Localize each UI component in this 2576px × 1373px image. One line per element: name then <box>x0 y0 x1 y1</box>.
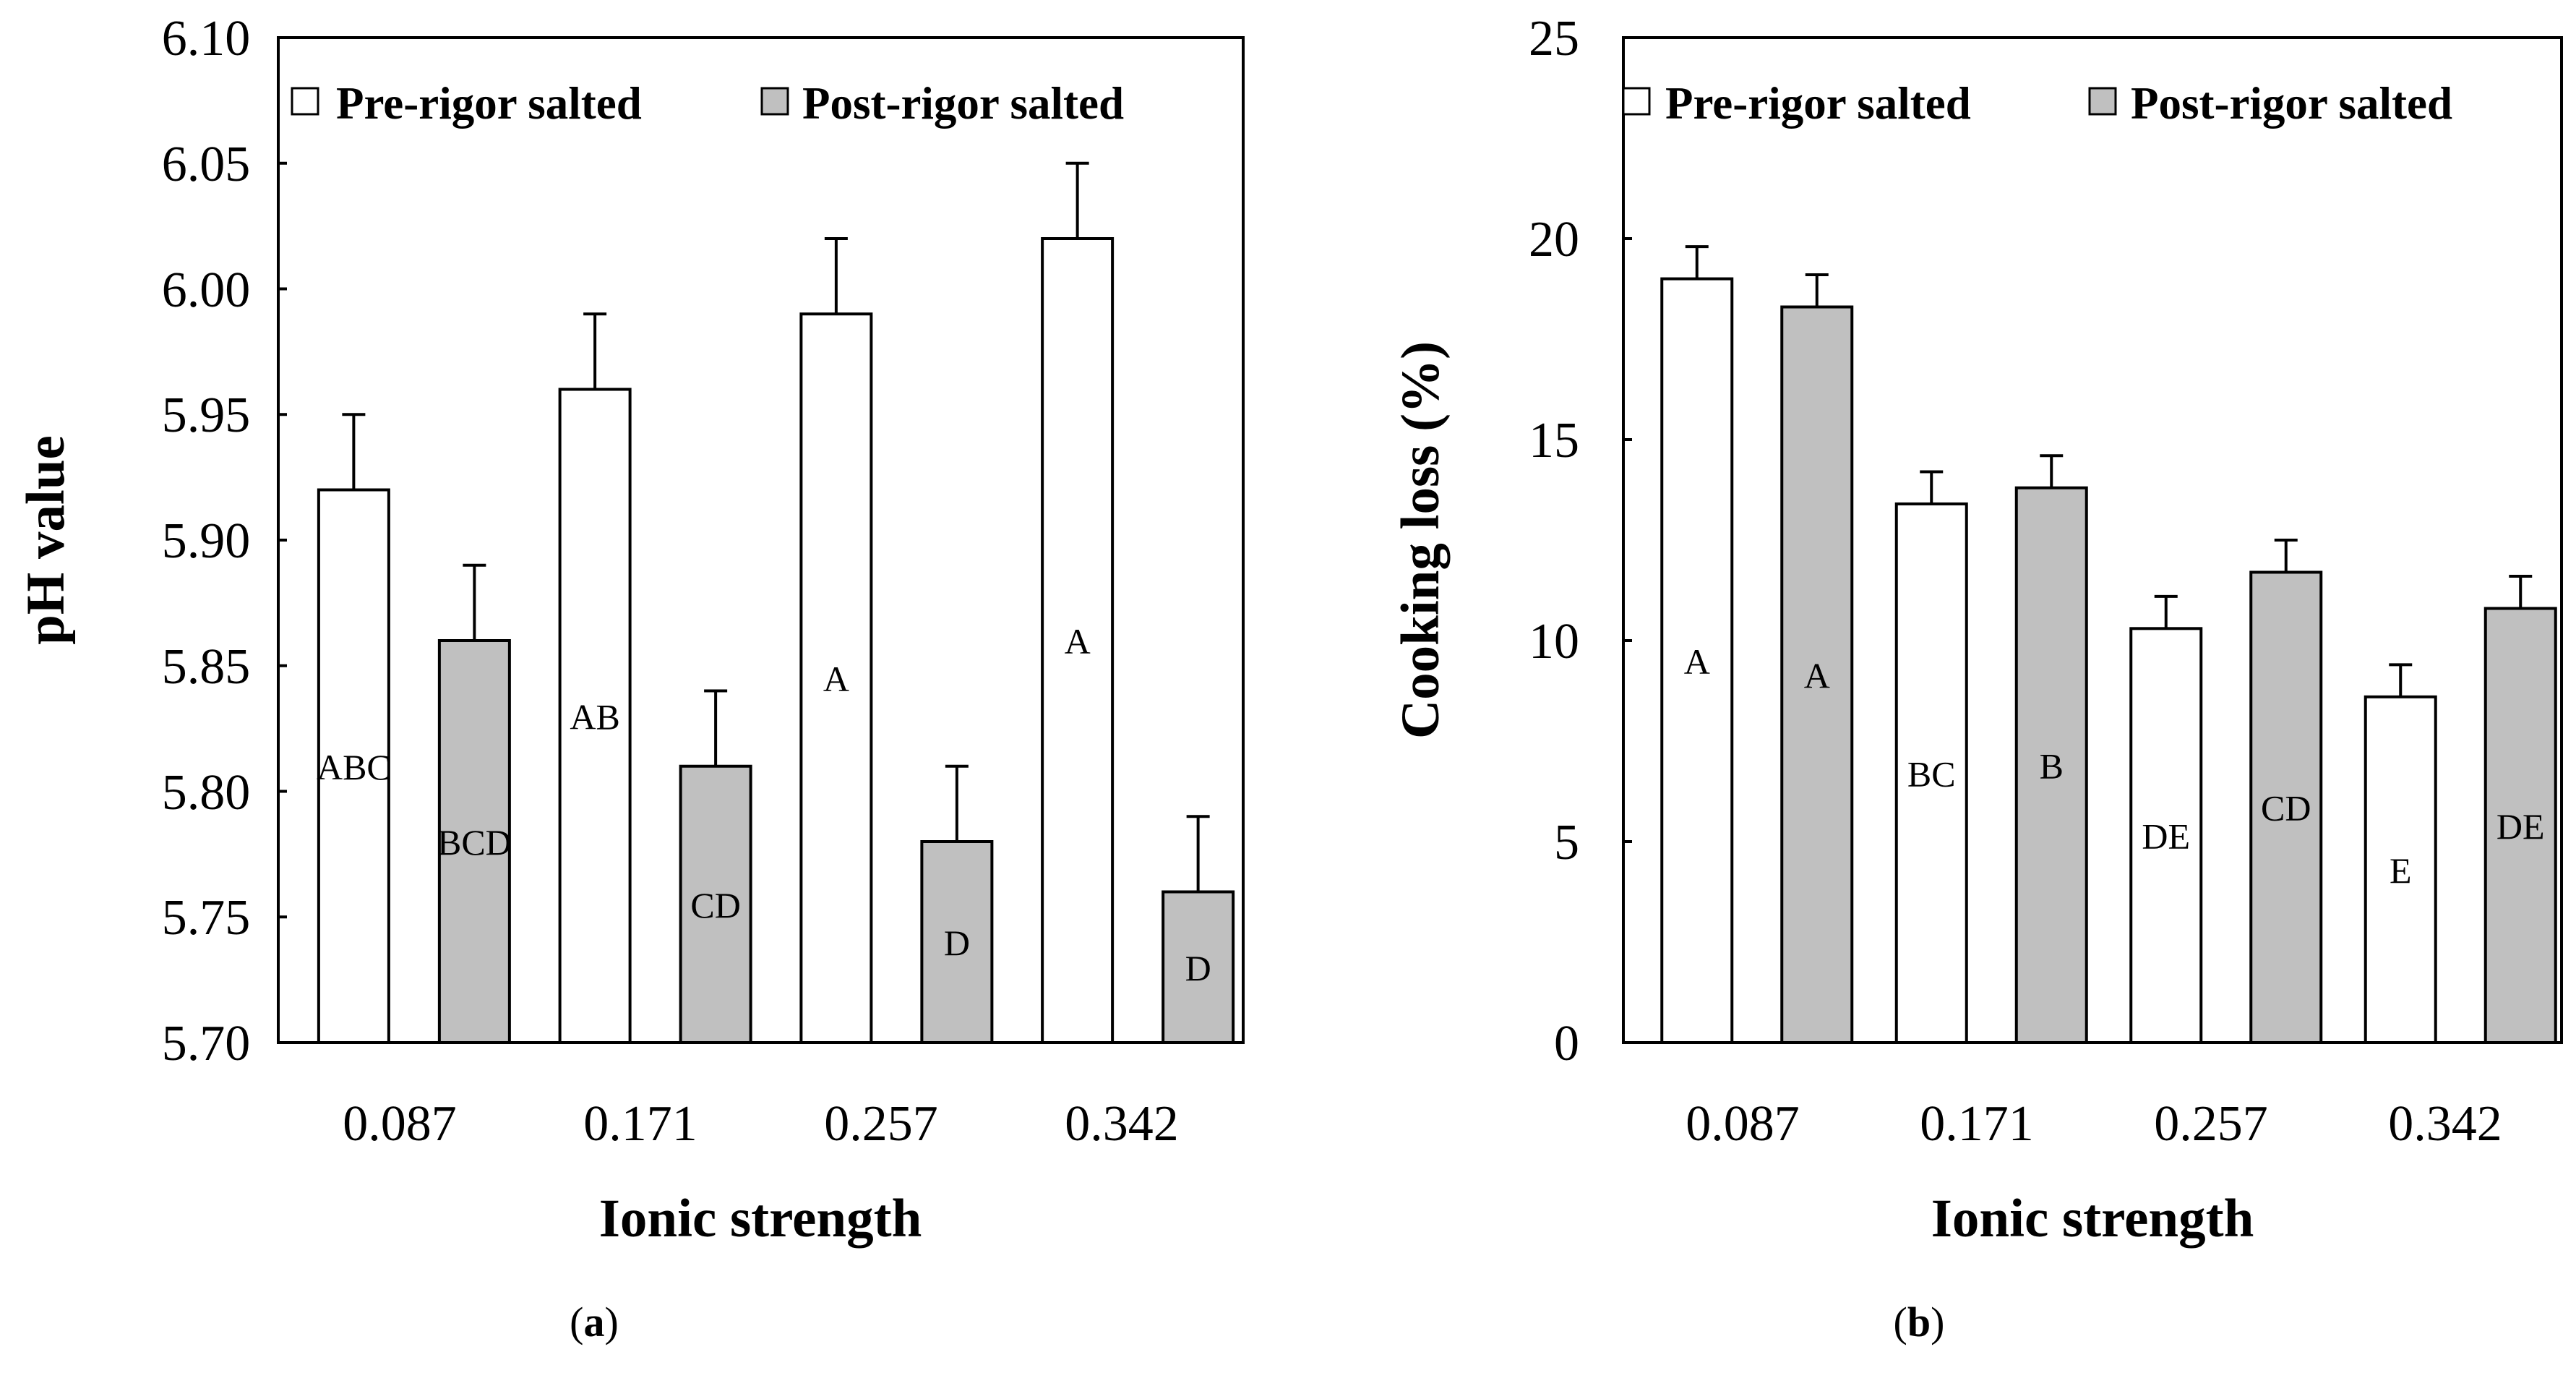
y-tick-label: 5.70 <box>162 1016 251 1072</box>
significance-label: A <box>823 659 849 699</box>
significance-label: CD <box>690 885 740 925</box>
bar <box>2129 627 2203 1044</box>
bar <box>679 764 752 1044</box>
y-axis-ticks-b <box>1623 36 1632 1044</box>
significance-label: E <box>2390 850 2412 891</box>
bar <box>2364 695 2437 1045</box>
y-tick-label: 5 <box>1554 815 1579 871</box>
x-tick-label: 0.087 <box>1686 1096 1800 1152</box>
x-tick-label: 0.342 <box>2388 1096 2502 1152</box>
significance-label: DE <box>2142 816 2190 857</box>
x-tick-label: 0.171 <box>583 1096 697 1152</box>
panel-label-b: (b) <box>1894 1299 1945 1346</box>
legend-label: Pre-rigor salted <box>1665 78 1971 129</box>
bar <box>1894 502 1968 1044</box>
significance-label: D <box>944 923 970 963</box>
significance-label: BCD <box>437 822 512 863</box>
significance-label: A <box>1684 641 1710 682</box>
y-axis-title: pH value <box>16 435 76 645</box>
x-tick-label: 0.257 <box>824 1096 938 1152</box>
bar <box>317 488 390 1044</box>
y-tick-label: 20 <box>1529 212 1579 268</box>
significance-label: BC <box>1907 753 1956 794</box>
legend-a: Pre-rigor salted Post-rigor salted <box>291 78 1124 129</box>
bar <box>437 639 511 1044</box>
significance-label: ABC <box>317 747 391 787</box>
panel-label-a: (a) <box>570 1299 619 1346</box>
legend-label: Pre-rigor salted <box>336 78 642 129</box>
bar <box>1660 277 1734 1045</box>
x-tick-label: 0.171 <box>1920 1096 2034 1152</box>
x-tick-label: 0.342 <box>1065 1096 1179 1152</box>
bar <box>2014 486 2088 1044</box>
y-tick-label: 5.90 <box>162 513 251 569</box>
y-tick-label: 6.00 <box>162 262 251 318</box>
significance-label: B <box>2040 745 2064 786</box>
legend-label: Post-rigor salted <box>2131 78 2452 129</box>
y-tick-label: 15 <box>1529 413 1579 469</box>
significance-label: A <box>1804 655 1830 696</box>
bar <box>920 840 994 1044</box>
bar <box>1162 890 1235 1044</box>
legend-swatch-pre-rigor <box>1622 87 1651 116</box>
x-tick-label: 0.087 <box>343 1096 457 1152</box>
x-axis-title: Ionic strength <box>1931 1189 2254 1249</box>
bars-b: A A BC B DE CD E DE <box>1660 245 2557 1045</box>
significance-label: DE <box>2496 806 2545 847</box>
legend-swatch-post-rigor <box>2088 87 2117 116</box>
legend-b: Pre-rigor salted Post-rigor salted <box>1622 78 2452 129</box>
plot-area-b <box>1622 36 2563 1044</box>
bars-a: ABC BCD AB CD A D A D <box>317 161 1235 1044</box>
legend-swatch-post-rigor <box>760 87 789 116</box>
significance-label: D <box>1185 948 1211 988</box>
y-tick-label: 0 <box>1554 1016 1579 1072</box>
bar <box>1041 237 1115 1044</box>
bar <box>1780 305 1854 1044</box>
y-tick-label: 25 <box>1529 11 1579 67</box>
y-tick-label: 6.05 <box>162 137 251 192</box>
y-tick-label: 5.85 <box>162 639 251 695</box>
bar <box>799 312 873 1044</box>
x-tick-label: 0.257 <box>2154 1096 2268 1152</box>
bar <box>2483 607 2557 1044</box>
bar <box>558 388 632 1044</box>
y-axis-title: Cooking loss (%) <box>1391 341 1451 739</box>
y-tick-label: 10 <box>1529 614 1579 670</box>
legend-label: Post-rigor salted <box>802 78 1124 129</box>
y-tick-label: 5.80 <box>162 765 251 821</box>
significance-label: AB <box>570 696 619 737</box>
significance-label: CD <box>2261 788 2311 829</box>
chart-b: A A BC B DE CD E DE 0 5 10 15 20 25 0.087 0.171… <box>1391 11 2563 1346</box>
legend-swatch-pre-rigor <box>291 87 319 116</box>
y-axis-ticks-a <box>278 36 287 1044</box>
y-tick-label: 5.95 <box>162 388 251 443</box>
y-tick-label: 6.10 <box>162 11 251 67</box>
x-axis-title: Ionic strength <box>599 1189 922 1249</box>
y-tick-label: 5.75 <box>162 890 251 946</box>
significance-label: A <box>1065 621 1091 662</box>
bar <box>2249 570 2323 1044</box>
